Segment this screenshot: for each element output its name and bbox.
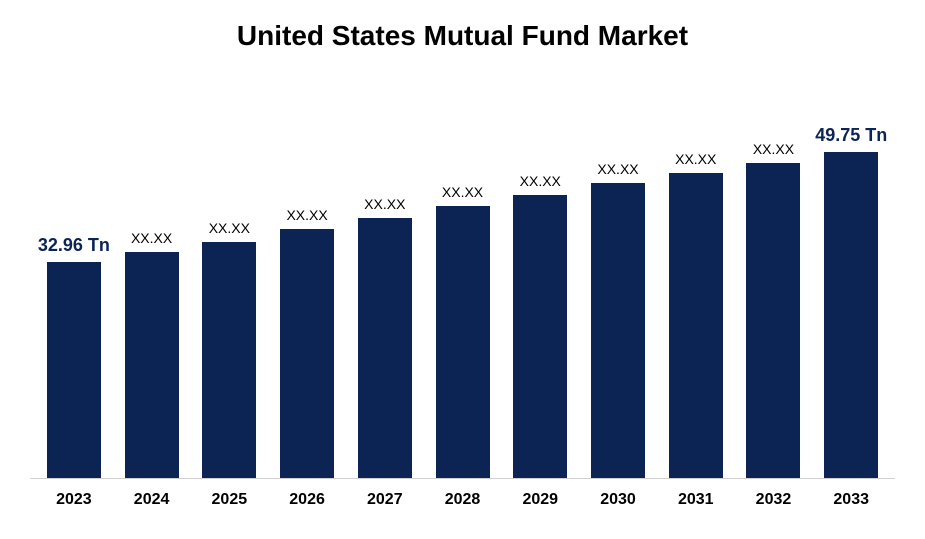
bar-group: XX.XX: [579, 97, 657, 478]
bar-group: XX.XX: [346, 97, 424, 478]
bar: [436, 206, 490, 478]
x-axis-label: 2026: [268, 491, 346, 509]
bar: [202, 242, 256, 478]
bar: [358, 218, 412, 479]
bar-group: 49.75 Tn: [812, 97, 890, 478]
bar-value-label: XX.XX: [286, 207, 327, 223]
x-axis-label: 2024: [113, 491, 191, 509]
bars-container: 32.96 Tn XX.XX XX.XX XX.XX XX.XX XX.XX XX.XX XX…: [30, 97, 895, 479]
bar: [824, 152, 878, 478]
bar: [591, 183, 645, 478]
bar-value-label: XX.XX: [597, 161, 638, 177]
bar: [47, 262, 101, 478]
bar-value-label: XX.XX: [520, 173, 561, 189]
bar-value-label: XX.XX: [675, 151, 716, 167]
bar-group: XX.XX: [735, 97, 813, 478]
chart-title: United States Mutual Fund Market: [30, 20, 895, 52]
bar-value-label: XX.XX: [131, 230, 172, 246]
bar-value-label: XX.XX: [442, 184, 483, 200]
bar-value-label: XX.XX: [209, 220, 250, 236]
bar: [513, 195, 567, 478]
x-axis-label: 2030: [579, 491, 657, 509]
bar: [280, 229, 334, 478]
bar: [669, 173, 723, 478]
bar-group: XX.XX: [268, 97, 346, 478]
x-axis-label: 2025: [190, 491, 268, 509]
bar-group: XX.XX: [657, 97, 735, 478]
x-axis-label: 2029: [501, 491, 579, 509]
bar-value-label: 32.96 Tn: [38, 235, 110, 256]
x-axis-label: 2023: [35, 491, 113, 509]
x-axis: 2023202420252026202720282029203020312032…: [30, 479, 895, 509]
bar-value-label: XX.XX: [753, 141, 794, 157]
bar-group: XX.XX: [424, 97, 502, 478]
bar: [746, 163, 800, 478]
x-axis-label: 2032: [735, 491, 813, 509]
x-axis-label: 2033: [812, 491, 890, 509]
chart-area: 32.96 Tn XX.XX XX.XX XX.XX XX.XX XX.XX XX.XX XX…: [30, 97, 895, 509]
bar-group: XX.XX: [113, 97, 191, 478]
x-axis-label: 2028: [424, 491, 502, 509]
bar-value-label: 49.75 Tn: [815, 125, 887, 146]
bar-value-label: XX.XX: [364, 196, 405, 212]
bar-group: XX.XX: [190, 97, 268, 478]
bar-group: XX.XX: [501, 97, 579, 478]
x-axis-label: 2031: [657, 491, 735, 509]
x-axis-label: 2027: [346, 491, 424, 509]
bar: [125, 252, 179, 478]
bar-group: 32.96 Tn: [35, 97, 113, 478]
